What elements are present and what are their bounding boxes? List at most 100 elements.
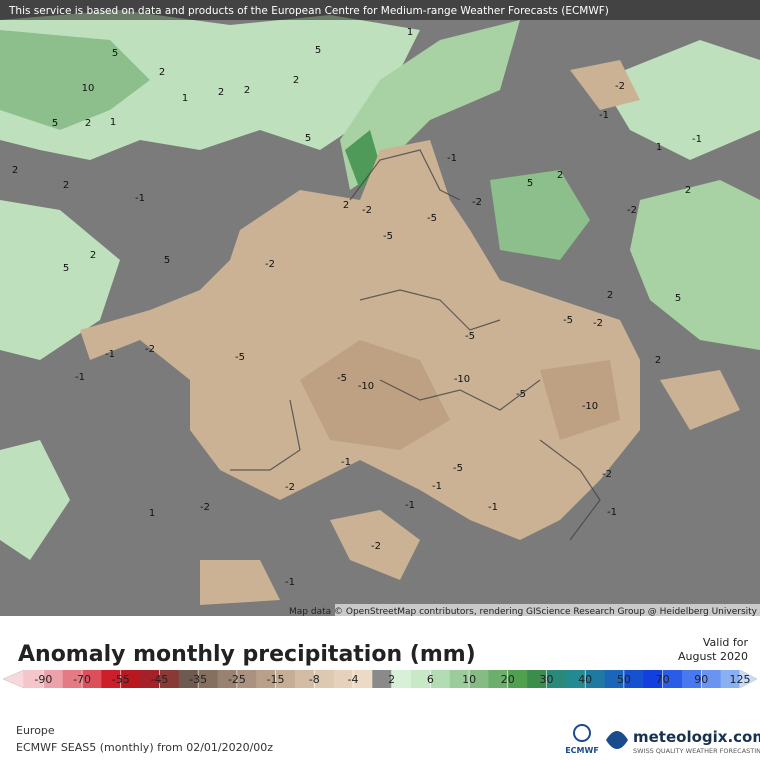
contour-label: -2 <box>145 344 155 355</box>
colorbar-label: -8 <box>309 673 320 686</box>
contour-label: -2 <box>602 469 612 480</box>
colorbar-box <box>62 670 83 688</box>
contour-label: -1 <box>135 193 145 204</box>
contour-label: -1 <box>432 481 442 492</box>
contour-label: -5 <box>516 389 526 400</box>
contour-label: 2 <box>655 355 661 366</box>
contour-label: 5 <box>675 293 681 304</box>
colorbar-box <box>217 670 238 688</box>
colorbar-box <box>101 670 122 688</box>
colorbar-box <box>507 670 528 688</box>
contour-label: 2 <box>343 200 349 211</box>
contour-label: 1 <box>407 27 413 38</box>
contour-label: -5 <box>427 213 437 224</box>
contour-label: -1 <box>488 502 498 513</box>
colorbar-box <box>159 670 180 688</box>
colorbar-box <box>333 670 354 688</box>
contour-label: -2 <box>285 482 295 493</box>
contour-label: 2 <box>293 75 299 86</box>
contour-label: -2 <box>627 205 637 216</box>
colorbar-label: 10 <box>462 673 476 686</box>
contour-label: 2 <box>244 85 250 96</box>
colorbar-box <box>430 670 451 688</box>
colorbar-label: 6 <box>427 673 434 686</box>
colorbar-box <box>701 670 722 688</box>
colorbar-box <box>82 670 102 688</box>
contour-label: -1 <box>607 507 617 518</box>
colorbar-label: 20 <box>501 673 515 686</box>
contour-label: -2 <box>615 81 625 92</box>
dry-core <box>300 340 620 450</box>
colorbar-box <box>372 670 393 688</box>
contour-label: 1 <box>656 142 662 153</box>
contour-label: -5 <box>563 315 573 326</box>
contour-label: 5 <box>527 178 533 189</box>
contour-label: 5 <box>315 45 321 56</box>
contour-label: 5 <box>63 263 69 274</box>
colorbar-box <box>43 670 64 688</box>
colorbar-box <box>469 670 489 688</box>
legend-title: Anomaly monthly precipitation (mm) <box>18 642 476 667</box>
brand-tagline: SWISS QUALITY WEATHER FORECASTING <box>633 747 760 755</box>
colorbar-label: 125 <box>730 673 751 686</box>
colorbar-box <box>120 670 141 688</box>
colorbar-box <box>198 670 218 688</box>
colorbar-label: -45 <box>150 673 168 686</box>
region: Europe <box>16 724 55 737</box>
colorbar-label: 50 <box>617 673 631 686</box>
colorbar-box <box>623 670 644 688</box>
colorbar-label: -55 <box>112 673 130 686</box>
colorbar-box <box>662 670 683 688</box>
colorbar-label: -4 <box>347 673 358 686</box>
colorbar-label: -90 <box>34 673 52 686</box>
map: 1 5 5 2 1 2 2 2 10 5 2 1 5 2 -1 2 2 -2 -5 -5 -1 -2 2 5 5 -2 -5 -5 -1… <box>0 0 760 616</box>
colorbar-label: 70 <box>656 673 670 686</box>
contour-label: -1 <box>447 153 457 164</box>
contour-label: -1 <box>75 372 85 383</box>
colorbar-label: -25 <box>228 673 246 686</box>
contour-label: 2 <box>90 250 96 261</box>
colorbar-box <box>488 670 509 688</box>
contour-label: -1 <box>692 134 702 145</box>
contour-label: -5 <box>453 463 463 474</box>
attribution: Map data © OpenStreetMap contributors, r… <box>289 607 758 616</box>
contour-label: 2 <box>85 118 91 129</box>
contour-label: -2 <box>593 318 603 329</box>
brand: meteologix.com <box>633 728 760 746</box>
colorbar-label: 30 <box>539 673 553 686</box>
attribution-bar <box>335 604 760 616</box>
colorbar-box <box>643 670 663 688</box>
valid-date: August 2020 <box>678 650 748 663</box>
notice-bar <box>0 0 760 20</box>
contour-label: -5 <box>383 231 393 242</box>
colorbar-box <box>720 670 741 688</box>
borders <box>230 149 601 541</box>
contour-label: -1 <box>599 110 609 121</box>
contour-label: -5 <box>235 352 245 363</box>
colorbar-label: 40 <box>578 673 592 686</box>
colorbar-label: 90 <box>694 673 708 686</box>
contour-label: -1 <box>105 349 115 360</box>
contour-label: 5 <box>164 255 170 266</box>
colorbar-box <box>140 670 160 688</box>
colorbar-box <box>275 670 296 688</box>
contour-label: -5 <box>465 331 475 342</box>
colorbar-arrow-right <box>739 669 758 689</box>
contour-label: 2 <box>607 290 613 301</box>
contour-label: 5 <box>112 48 118 59</box>
colorbar-box <box>681 670 702 688</box>
colorbar-label: 2 <box>388 673 395 686</box>
contour-label: 2 <box>685 185 691 196</box>
contour-label: -1 <box>285 577 295 588</box>
brand-emblem <box>606 731 628 749</box>
contour-label: -2 <box>265 259 275 270</box>
colorbar-box <box>604 670 625 688</box>
contour-label: -10 <box>582 401 598 412</box>
contour-label: 1 <box>149 508 155 519</box>
contour-label: -2 <box>362 205 372 216</box>
contour-label: 2 <box>557 170 563 181</box>
contour-label: 5 <box>305 133 311 144</box>
contour-label: 2 <box>218 87 224 98</box>
colorbar-box <box>178 670 199 688</box>
